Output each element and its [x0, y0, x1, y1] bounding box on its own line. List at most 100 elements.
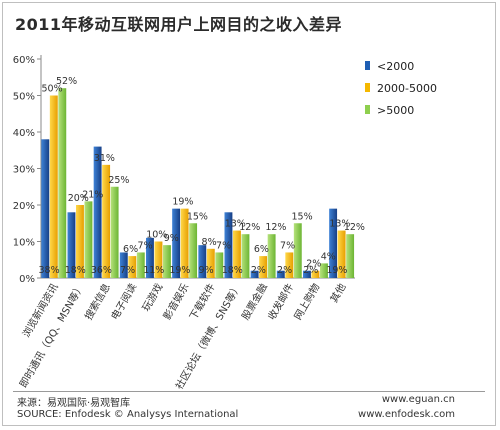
- y-tick-label: 20%: [13, 201, 35, 212]
- bar: [303, 270, 311, 278]
- bar-value-label: 19%: [172, 197, 193, 208]
- bar: [154, 241, 163, 278]
- bar-value-label: 2%: [277, 265, 292, 276]
- bar-value-label: 10%: [146, 230, 167, 241]
- bar-value-label: 18%: [222, 265, 243, 276]
- bar-value-label: 2%: [251, 265, 266, 276]
- bar-value-label: 15%: [292, 211, 313, 222]
- bar-value-label: 2%: [306, 259, 321, 270]
- source-chinese: 来源：易观国际·易观智库: [17, 398, 131, 409]
- bar: [346, 234, 355, 278]
- value-labels: 38%50%52%18%20%21%36%31%25%7%6% 7%11%10%9…: [39, 76, 365, 276]
- footer-divider: [13, 391, 485, 392]
- x-category-label: 下载软件: [186, 281, 217, 322]
- bar: [329, 208, 338, 278]
- chart-frame: 2011年移动互联网用户上网目的之收入差异 0% 10% 20% 30% 40% 50% 6…: [2, 2, 496, 426]
- legend: <2000 2000-5000 >5000: [365, 60, 437, 117]
- y-axis: 0% 10% 20% 30% 40% 50% 60%: [13, 55, 355, 285]
- bar-value-label: 19%: [326, 265, 347, 276]
- y-tick-label: 30%: [13, 165, 35, 176]
- bar-value-label: 38%: [39, 265, 60, 276]
- bar: [276, 270, 285, 278]
- bar-value-label: 50%: [42, 84, 63, 95]
- x-category-label: 电子阅读: [108, 281, 139, 322]
- bar-value-label: 7%: [120, 265, 135, 276]
- bar-value-label: 20%: [68, 193, 89, 204]
- bar: [163, 245, 171, 278]
- y-tick-label: 10%: [13, 238, 35, 249]
- bar: [67, 212, 76, 278]
- x-category-label: 玩游戏: [139, 281, 165, 313]
- bar: [93, 146, 102, 278]
- bar-value-label: 36%: [91, 265, 112, 276]
- bar-value-label: 2%: [303, 265, 318, 276]
- bar: [259, 256, 268, 278]
- legend-swatch: [365, 61, 370, 70]
- bar: [293, 223, 302, 278]
- bar-value-label: 7%: [280, 240, 295, 251]
- bar-value-label: 7%: [138, 240, 153, 251]
- bar: [41, 139, 50, 278]
- x-category-label: 其他: [327, 281, 348, 305]
- bar-value-label: 12%: [239, 222, 260, 233]
- bar: [198, 245, 207, 278]
- legend-label: >5000: [377, 104, 414, 117]
- bar-value-label: 21%: [82, 189, 103, 200]
- bar: [180, 208, 189, 278]
- bar-value-label: 9%: [199, 265, 214, 276]
- bar-value-label: 13%: [329, 219, 350, 230]
- bar-value-label: 4%: [321, 251, 336, 262]
- bar: [172, 208, 181, 278]
- website-enfodesk: www.enfodesk.com: [358, 409, 455, 420]
- bar-value-label: 19%: [169, 265, 190, 276]
- bar-value-label: 11%: [143, 265, 164, 276]
- bar-value-label: 15%: [187, 211, 208, 222]
- bar: [76, 205, 84, 278]
- bar: [84, 201, 93, 278]
- y-tick-label: 40%: [13, 128, 35, 139]
- bar: [311, 270, 320, 278]
- bar: [189, 223, 198, 278]
- y-tick-label: 60%: [13, 55, 35, 66]
- legend-swatch: [365, 83, 370, 92]
- x-category-label: 搜索信息: [82, 281, 113, 322]
- bar: [136, 252, 145, 278]
- x-category-label: 网上购物: [291, 281, 322, 322]
- bar-value-label: 6%: [123, 244, 138, 255]
- bar-value-label: 8%: [202, 237, 217, 248]
- bar-value-label: 18%: [65, 265, 86, 276]
- x-category-label: 影音娱乐: [160, 281, 191, 322]
- source-english: SOURCE: Enfodesk © Analysys Internationa…: [17, 409, 239, 420]
- x-category-label: 股票金融: [239, 281, 270, 322]
- bar: [58, 88, 67, 278]
- bar: [337, 230, 346, 278]
- bar-value-label: 12%: [344, 222, 365, 233]
- bar: [215, 252, 224, 278]
- legend-label: <2000: [377, 60, 414, 73]
- bar: [320, 263, 328, 278]
- website-eguan: www.eguan.cn: [381, 394, 455, 405]
- bar: [102, 164, 111, 278]
- bar: [146, 237, 154, 278]
- x-category-label: 收发邮件: [265, 281, 296, 322]
- chart-title: 2011年移动互联网用户上网目的之收入差异: [15, 15, 343, 34]
- bar-value-label: 12%: [265, 222, 286, 233]
- bar: [128, 256, 137, 278]
- y-tick-label: 50%: [13, 92, 35, 103]
- legend-swatch: [365, 105, 370, 114]
- bar-value-label: 9%: [164, 233, 179, 244]
- bar-value-label: 6%: [254, 244, 269, 255]
- y-tick-label: 0%: [19, 274, 35, 285]
- bar: [224, 212, 233, 278]
- bar-value-label: 25%: [108, 175, 129, 186]
- bar: [233, 230, 241, 278]
- bar-chart: 0%10%20%30%40%50%60% 38%50%52%18%20%21%3…: [13, 55, 437, 392]
- bar: [241, 234, 250, 278]
- bar: [49, 95, 58, 278]
- legend-label: 2000-5000: [377, 82, 437, 95]
- bar: [285, 252, 294, 278]
- bar: [110, 186, 119, 278]
- bar: [206, 248, 215, 278]
- bar: [267, 234, 276, 278]
